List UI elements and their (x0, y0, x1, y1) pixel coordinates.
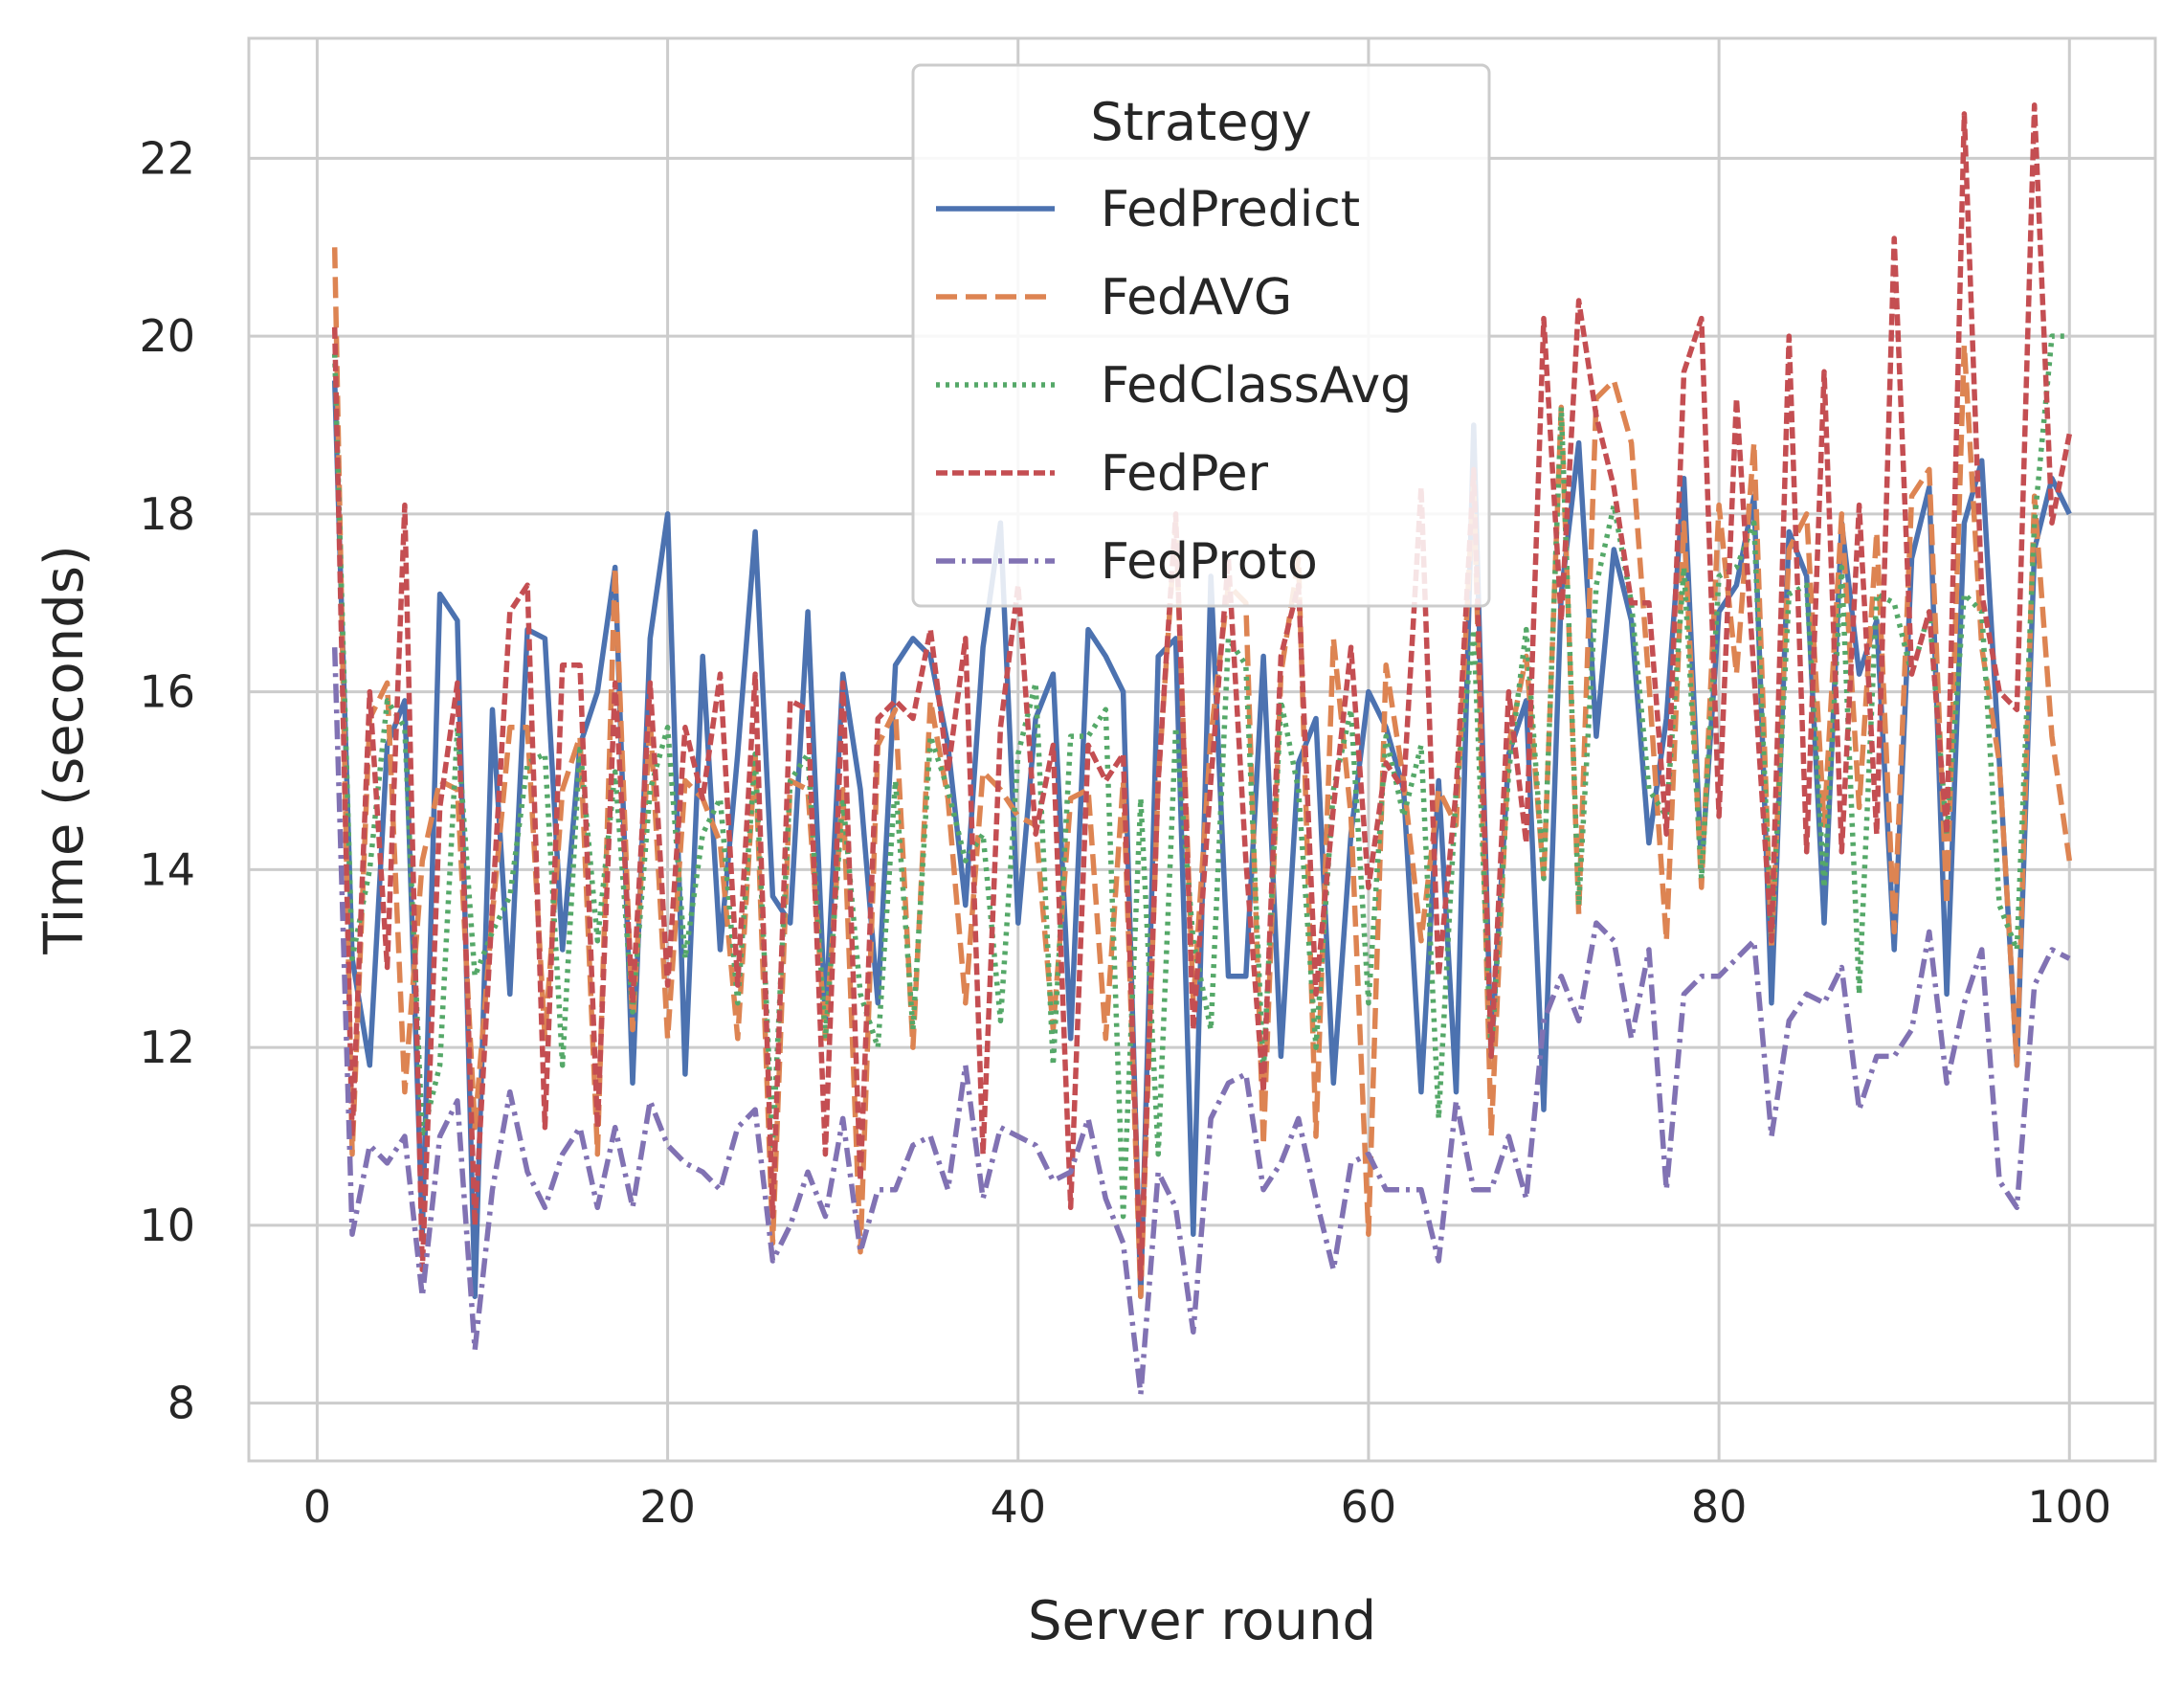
y-tick-label: 8 (167, 1378, 195, 1429)
series-line-fedproto (331, 647, 2071, 1398)
x-tick-label: 40 (990, 1481, 1046, 1533)
legend-title: Strategy (1090, 92, 1311, 152)
legend-items: FedPredict FedAVG FedClassAvg FedPer FedProt… (936, 181, 1412, 591)
y-tick-label: 22 (139, 132, 195, 184)
y-tick-label: 14 (139, 843, 195, 895)
y-tick-label: 10 (139, 1200, 195, 1251)
y-tick-label: 18 (139, 488, 195, 540)
y-axis-title: Time (seconds) (33, 545, 96, 954)
x-tick-label: 20 (639, 1481, 696, 1533)
x-tick-label: 100 (2027, 1481, 2111, 1533)
series-line-fedper (331, 101, 2072, 1282)
legend-box (911, 63, 1491, 608)
legend-label-fedpredict: FedPredict (1101, 181, 1360, 238)
y-tick-label: 16 (139, 666, 195, 718)
y-tick-label: 20 (139, 310, 195, 362)
tick-labels: 0 20 40 60 80 100 8 10 12 14 16 18 20 22 (139, 132, 2111, 1533)
x-tick-label: 0 (303, 1481, 331, 1533)
y-tick-label: 12 (139, 1021, 195, 1073)
series-lines (331, 101, 2073, 1398)
x-axis-title: Server round (1028, 1590, 1376, 1652)
legend-label-fedavg: FedAVG (1101, 269, 1292, 326)
plot-frame (247, 36, 2157, 1463)
legend-label-fedclassavg: FedClassAvg (1101, 357, 1412, 415)
legend-label-fedper: FedPer (1101, 445, 1269, 503)
legend-label-fedproto: FedProto (1101, 533, 1318, 591)
legend: Strategy FedPredictFedAVGFedClassAvgFedP… (911, 63, 1491, 608)
x-tick-label: 60 (1341, 1481, 1397, 1533)
x-tick-label: 80 (1691, 1481, 1748, 1533)
